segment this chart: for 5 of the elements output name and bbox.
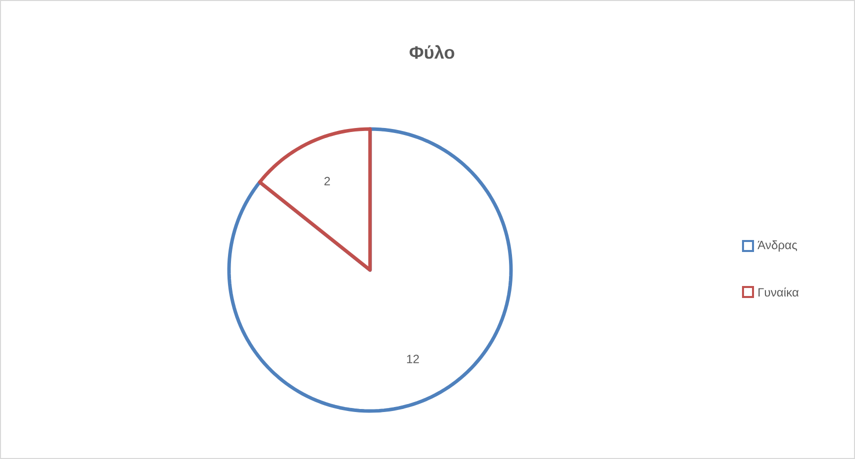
legend-label: Άνδρας bbox=[758, 240, 798, 252]
data-label: 12 bbox=[407, 354, 419, 364]
data-label: 2 bbox=[324, 176, 330, 186]
legend-label: Γυναίκα bbox=[758, 287, 799, 297]
chart-title: Φύλο bbox=[410, 45, 454, 59]
